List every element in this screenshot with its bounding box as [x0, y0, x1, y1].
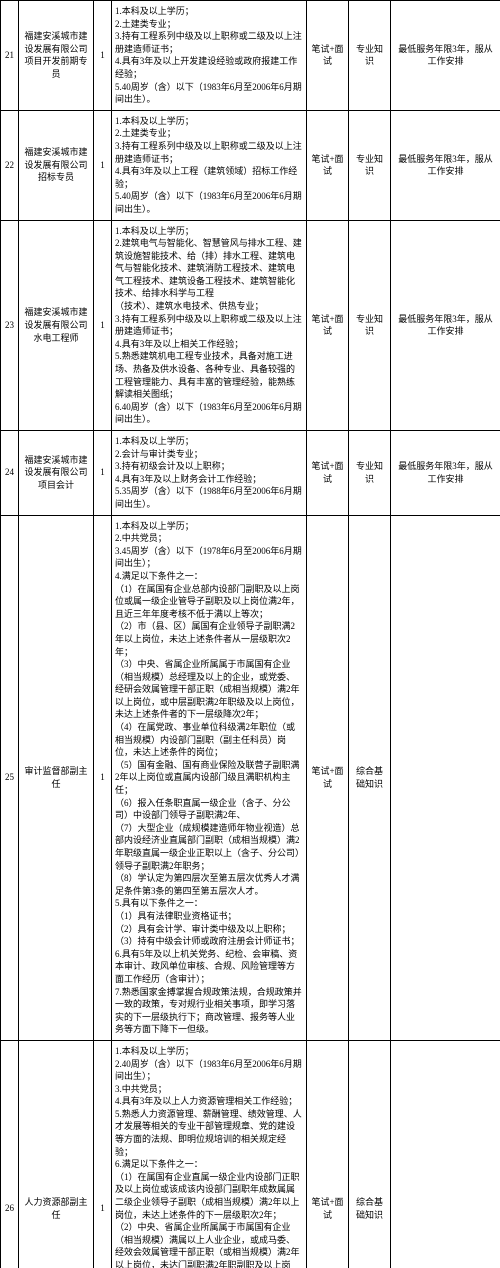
exam-cell: 笔试+面试 [307, 1, 349, 111]
exam-cell: 笔试+面试 [307, 1040, 349, 1268]
req-text: 1.本科及以上学历； 2.土建类专业； 3.持有工程系列中级及以上职称或二级及以… [115, 5, 303, 106]
exam-cell: 笔试+面试 [307, 431, 349, 516]
company-cell: 福建安溪城市建设发展有限公司水电工程师 [19, 220, 94, 431]
subject-cell: 专业知识 [349, 431, 391, 516]
exam-cell: 笔试+面试 [307, 220, 349, 431]
note-cell: 最低服务年限3年，服从工作安排 [391, 1, 500, 111]
company-cell: 福建安溪城市建设发展有限公司项目开发前期专员 [19, 1, 94, 111]
count-cell: 1 [94, 220, 112, 431]
exam-cell: 笔试+面试 [307, 515, 349, 1040]
row-num: 23 [1, 220, 19, 431]
table-row: 24 福建安溪城市建设发展有限公司项目会计 1 1.本科及以上学历； 2.会计与… [1, 431, 500, 516]
note-cell: 最低服务年限3年，服从工作安排 [391, 220, 500, 431]
exam-cell: 笔试+面试 [307, 110, 349, 220]
requirements-cell: 1.本科及以上学历； 2.会计与审计类专业； 3.持有初级会计及以上职称； 4.… [112, 431, 307, 516]
table-row: 23 福建安溪城市建设发展有限公司水电工程师 1 1.本科及以上学历； 2.建筑… [1, 220, 500, 431]
note-cell: 最低服务年限3年，服从工作安排 [391, 431, 500, 516]
requirements-cell: 1.本科及以上学历； 2.土建类专业； 3.持有工程系列中级及以上职称或二级及以… [112, 110, 307, 220]
table-body: 21 福建安溪城市建设发展有限公司项目开发前期专员 1 1.本科及以上学历； 2… [1, 1, 500, 1268]
requirements-cell: 1.本科及以上学历； 2.40周岁（含）以下（1983年6月至2006年6月期间… [112, 1040, 307, 1268]
count-cell: 1 [94, 515, 112, 1040]
count-cell: 1 [94, 1, 112, 111]
count-cell: 1 [94, 110, 112, 220]
company-cell: 审计监督部副主任 [19, 515, 94, 1040]
row-num: 21 [1, 1, 19, 111]
note-cell [391, 1040, 500, 1268]
count-cell: 1 [94, 1040, 112, 1268]
note-cell [391, 515, 500, 1040]
requirements-cell: 1.本科及以上学历； 2.建筑电气与智能化、智慧管风与排水工程、建筑设施智能技术… [112, 220, 307, 431]
recruitment-table: 21 福建安溪城市建设发展有限公司项目开发前期专员 1 1.本科及以上学历； 2… [0, 0, 500, 1268]
subject-cell: 专业知识 [349, 110, 391, 220]
row-num: 26 [1, 1040, 19, 1268]
table-row: 25 审计监督部副主任 1 1.本科及以上学历； 2.中共党员； 3.45周岁（… [1, 515, 500, 1040]
subject-cell: 综合基础知识 [349, 1040, 391, 1268]
count-cell: 1 [94, 431, 112, 516]
req-text: 1.本科及以上学历； 2.会计与审计类专业； 3.持有初级会计及以上职称； 4.… [115, 435, 303, 511]
company-cell: 人力资源部副主任 [19, 1040, 94, 1268]
company-cell: 福建安溪城市建设发展有限公司项目会计 [19, 431, 94, 516]
row-num: 24 [1, 431, 19, 516]
req-text: 1.本科及以上学历； 2.土建类专业； 3.持有工程系列中级及以上职称或二级及以… [115, 115, 303, 216]
note-cell: 最低服务年限3年，服从工作安排 [391, 110, 500, 220]
req-text: 1.本科及以上学历； 2.40周岁（含）以下（1983年6月至2006年6月期间… [115, 1045, 303, 1268]
row-num: 22 [1, 110, 19, 220]
requirements-cell: 1.本科及以上学历； 2.中共党员； 3.45周岁（含）以下（1978年6月至2… [112, 515, 307, 1040]
subject-cell: 专业知识 [349, 1, 391, 111]
company-cell: 福建安溪城市建设发展有限公司招标专员 [19, 110, 94, 220]
subject-cell: 综合基础知识 [349, 515, 391, 1040]
table-row: 22 福建安溪城市建设发展有限公司招标专员 1 1.本科及以上学历； 2.土建类… [1, 110, 500, 220]
req-text: 1.本科及以上学历； 2.中共党员； 3.45周岁（含）以下（1978年6月至2… [115, 520, 303, 1036]
subject-cell: 专业知识 [349, 220, 391, 431]
table-row: 21 福建安溪城市建设发展有限公司项目开发前期专员 1 1.本科及以上学历； 2… [1, 1, 500, 111]
row-num: 25 [1, 515, 19, 1040]
table-row: 26 人力资源部副主任 1 1.本科及以上学历； 2.40周岁（含）以下（198… [1, 1040, 500, 1268]
requirements-cell: 1.本科及以上学历； 2.土建类专业； 3.持有工程系列中级及以上职称或二级及以… [112, 1, 307, 111]
req-text: 1.本科及以上学历； 2.建筑电气与智能化、智慧管风与排水工程、建筑设施智能技术… [115, 225, 303, 427]
